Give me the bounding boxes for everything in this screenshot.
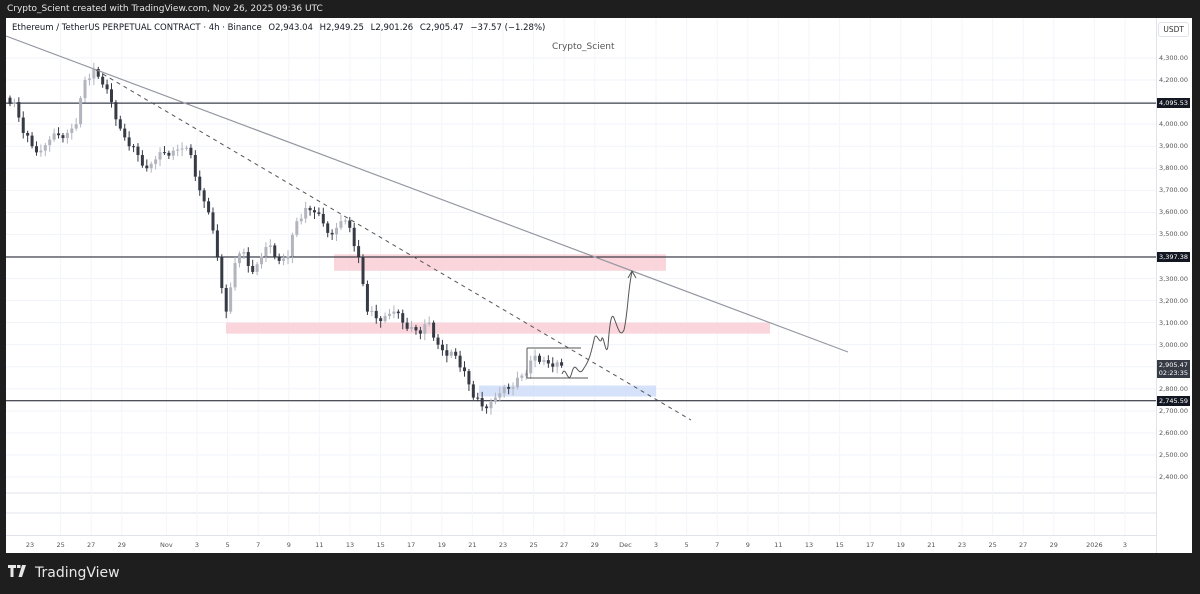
- price-tick: 3,200.00: [1159, 296, 1188, 305]
- time-tick: 3: [194, 541, 200, 549]
- price-tick: 3,800.00: [1159, 164, 1188, 173]
- horizontal-lines: [6, 102, 1156, 402]
- price-tick: 3,000.00: [1159, 340, 1188, 349]
- time-tick: 21: [468, 541, 477, 549]
- price-tick: 2,500.00: [1159, 450, 1188, 459]
- level-price-tag: 4,095.53: [1157, 98, 1190, 109]
- zones: [226, 254, 770, 397]
- grid-lines: [6, 18, 1156, 535]
- currency-button[interactable]: USDT: [1158, 22, 1189, 37]
- legend-symbol: Ethereum / TetherUS PERPETUAL CONTRACT ·…: [12, 23, 262, 33]
- symbol-legend: Ethereum / TetherUS PERPETUAL CONTRACT ·…: [12, 23, 549, 33]
- time-tick: 15: [835, 541, 844, 549]
- time-tick: Dec: [619, 541, 632, 549]
- time-tick: 29: [1049, 541, 1058, 549]
- time-tick: 5: [684, 541, 689, 549]
- time-tick: 2026: [1086, 541, 1103, 549]
- time-tick: 7: [256, 541, 261, 549]
- level-price-tag: 2,745.59: [1157, 395, 1190, 406]
- time-tick: 9: [745, 541, 750, 549]
- time-tick: 25: [988, 541, 997, 549]
- price-tick: 4,000.00: [1159, 120, 1188, 129]
- time-tick: 3: [653, 541, 659, 549]
- trendlines: [6, 35, 849, 421]
- price-tick: 4,200.00: [1159, 76, 1188, 85]
- time-tick: 15: [376, 541, 385, 549]
- time-tick: 27: [1019, 541, 1028, 549]
- time-tick: 21: [927, 541, 936, 549]
- caption-bar: Crypto_Scient created with TradingView.c…: [0, 0, 1200, 18]
- tradingview-footer: TradingView: [8, 565, 120, 581]
- plot-area[interactable]: [6, 18, 1156, 535]
- candles: [8, 62, 564, 415]
- price-tick: 3,300.00: [1159, 274, 1188, 283]
- legend-close: C2,905.47: [419, 23, 464, 33]
- projection-drawing: [526, 269, 637, 379]
- price-tick: 2,700.00: [1159, 406, 1188, 415]
- time-tick: 3: [1122, 541, 1128, 549]
- price-tick: 3,600.00: [1159, 208, 1188, 217]
- time-tick: 19: [896, 541, 905, 549]
- price-axis[interactable]: USDT 4,300.00 4,200.00 4,000.00 3,900.00 3,8…: [1156, 18, 1192, 553]
- time-tick: 29: [590, 541, 599, 549]
- time-tick: 25: [529, 541, 538, 549]
- legend-open: O2,943.04: [268, 23, 313, 33]
- time-tick: 5: [225, 541, 230, 549]
- price-tick: 2,400.00: [1159, 473, 1188, 481]
- time-tick: 27: [560, 541, 569, 549]
- time-tick: Nov: [160, 541, 173, 549]
- tradingview-brand: TradingView: [35, 565, 120, 581]
- chart-frame: Ethereum / TetherUS PERPETUAL CONTRACT ·…: [6, 18, 1192, 553]
- time-axis[interactable]: 23 25 27 29 Nov 3 5 7 9 11 13 15 17 19 21 23 25 27 29 Dec 3 5…: [6, 535, 1156, 553]
- tradingview-logo-icon: [8, 565, 30, 581]
- time-tick: 17: [866, 541, 875, 549]
- level-price-tag: 3,397.38: [1157, 252, 1190, 263]
- time-tick: 13: [804, 541, 814, 549]
- time-tick: 29: [117, 541, 126, 549]
- current-price-tag: 2,905.47 02:23:35: [1156, 359, 1190, 378]
- time-tick: 11: [315, 541, 324, 549]
- time-tick: 27: [87, 541, 96, 549]
- price-tick: 3,500.00: [1159, 230, 1188, 239]
- price-tick: 2,800.00: [1159, 384, 1188, 393]
- legend-low: L2,901.26: [370, 23, 414, 33]
- price-tick: 3,100.00: [1159, 318, 1188, 327]
- time-tick: 19: [437, 541, 446, 549]
- time-tick: 13: [345, 541, 355, 549]
- legend-change: −37.57 (−1.28%): [470, 23, 546, 33]
- author-watermark: Crypto_Scient: [552, 42, 615, 52]
- legend-high: H2,949.25: [319, 23, 364, 33]
- time-tick: 11: [774, 541, 783, 549]
- price-tick: 3,900.00: [1159, 142, 1188, 151]
- price-tick: 2,600.00: [1159, 428, 1188, 437]
- time-tick: 25: [56, 541, 65, 549]
- price-tick: 3,700.00: [1159, 186, 1188, 195]
- time-tick: 9: [286, 541, 291, 549]
- time-tick: 23: [25, 541, 35, 549]
- time-tick: 17: [407, 541, 416, 549]
- time-tick: 7: [715, 541, 720, 549]
- time-tick: 23: [957, 541, 967, 549]
- price-tick: 4,300.00: [1159, 54, 1188, 62]
- time-tick: 23: [498, 541, 508, 549]
